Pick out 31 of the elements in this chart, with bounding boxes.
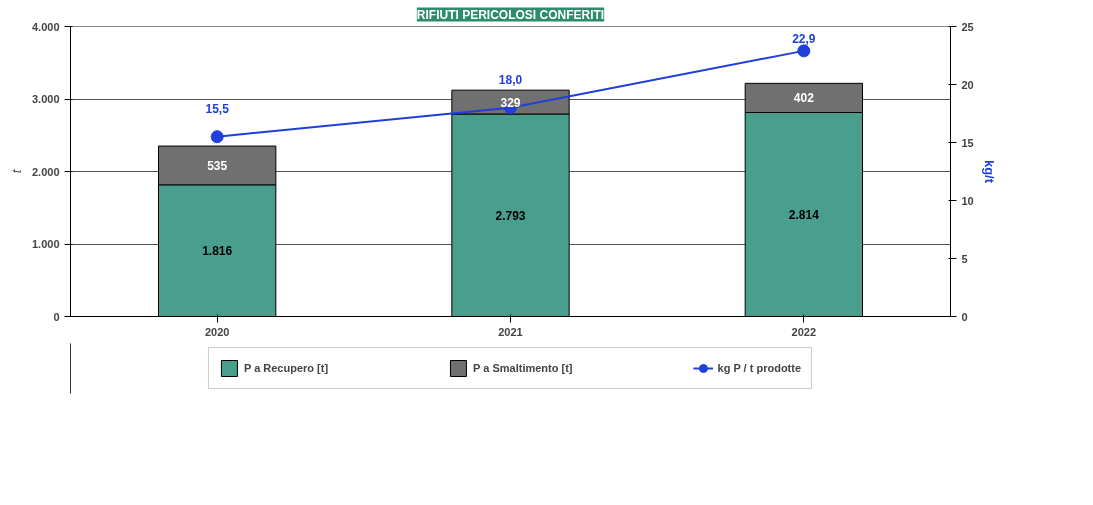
y2-tick-label: 0 — [961, 310, 968, 323]
y2-tick-label: 15 — [961, 136, 974, 149]
y-tick-label: 2.000 — [31, 165, 60, 178]
x-tick-label: 2022 — [791, 325, 817, 338]
y2-tick-label: 10 — [961, 194, 974, 207]
x-tick-label: 2021 — [498, 325, 523, 338]
data-label: 535 — [207, 158, 228, 173]
data-label: 22,9 — [792, 31, 816, 46]
y2-tick-label: 20 — [961, 78, 974, 91]
y-tick-label: 3.000 — [31, 93, 60, 105]
y2-tick-label: 25 — [961, 20, 974, 33]
y-axis-title: t — [8, 168, 24, 174]
point — [797, 44, 811, 58]
y-tick-label: 1.000 — [31, 238, 60, 250]
legend-label: P a Recupero [t] — [243, 362, 329, 374]
data-label: 2.814 — [788, 207, 820, 222]
y-tick-label: 0 — [53, 310, 60, 323]
y2-tick-label: 5 — [961, 252, 968, 265]
data-label: 18,0 — [498, 72, 523, 87]
chart-title: RIFIUTI PERICOLOSI CONFERITI — [416, 7, 605, 22]
data-label: 1.816 — [202, 244, 233, 259]
y-tick-label: 4.000 — [31, 20, 60, 33]
legend-label: kg P / t prodotte — [717, 362, 802, 374]
data-label: 2.793 — [495, 208, 526, 223]
data-label: 15,5 — [205, 101, 230, 116]
data-label: 402 — [793, 91, 815, 106]
point — [210, 130, 224, 144]
y2-axis-title: kg/t — [981, 159, 997, 184]
legend-label: P a Smaltimento [t] — [473, 362, 573, 374]
data-label: 329 — [500, 95, 521, 110]
x-tick-label: 2020 — [204, 325, 230, 338]
